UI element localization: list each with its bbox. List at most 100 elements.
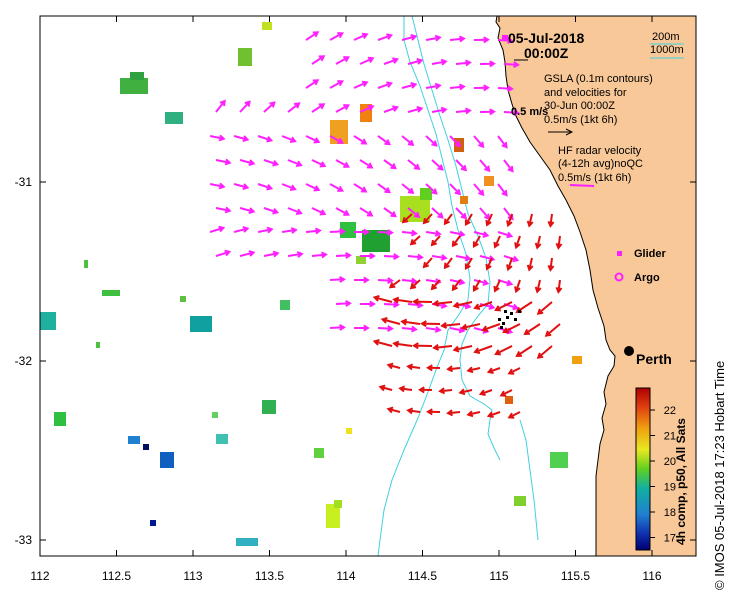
colorbar-title: 4h comp, p50, All Sats — [674, 418, 688, 545]
header-date: 05-Jul-2018 — [508, 30, 584, 46]
gsla-arrow — [454, 345, 473, 351]
gsla-arrow — [486, 257, 493, 270]
hf-arrow-head — [290, 227, 298, 234]
gsla-arrow-head — [422, 217, 430, 225]
hf-arrow-head — [218, 225, 226, 233]
hf-arrow-head — [295, 160, 303, 167]
gsla-arrow-head — [507, 368, 515, 375]
gsla-arrow-head — [555, 242, 563, 250]
gsla-arrow — [410, 279, 421, 289]
gsla-arrow-head — [398, 385, 406, 393]
hf-arrow-head — [244, 100, 251, 107]
y-axis: -31 -32 -33 — [15, 175, 696, 547]
hf-arrow — [431, 255, 446, 260]
date-marker — [502, 35, 508, 41]
gsla-arrow — [474, 301, 493, 309]
hf-arrow-head — [289, 136, 297, 143]
gsla-arrow — [528, 257, 533, 270]
hf-arrow-head — [506, 231, 514, 239]
hf-arrow-head — [416, 58, 424, 65]
hf-arrow — [431, 159, 444, 171]
hf-arrow-head — [360, 186, 368, 193]
hf-arrow-head — [248, 250, 256, 257]
hf-arrow — [473, 183, 484, 196]
gsla-arrow — [454, 301, 473, 307]
gsla-arrow — [537, 345, 553, 359]
hf-arrow — [401, 83, 416, 89]
gsla-arrow-head — [426, 408, 433, 416]
hf-arrow — [233, 227, 248, 233]
gsla-arrow-head — [443, 218, 450, 226]
gsla-arrow-head — [534, 242, 542, 250]
hf-arrow-head — [513, 61, 520, 69]
hf-arrow — [425, 36, 440, 41]
hf-arrow-head — [407, 187, 415, 195]
hf-arrow-head — [392, 105, 400, 112]
hf-arrow — [353, 33, 368, 41]
gsla-arrow-head — [486, 411, 494, 418]
hf-arrow — [335, 104, 349, 113]
perth-marker[interactable] — [624, 346, 634, 356]
hf-arrow — [311, 103, 325, 113]
gsla-arrow — [494, 235, 501, 248]
gsla-arrow-head — [443, 262, 450, 270]
hf-arrow-head — [410, 277, 418, 285]
x-tick-label: 113 — [183, 569, 202, 583]
perth-label[interactable]: Perth — [636, 351, 672, 367]
gsla-arrow — [402, 213, 413, 223]
gsla-arrow-head — [486, 367, 494, 374]
hf-arrow-head — [272, 159, 280, 167]
hf-arrow-head — [484, 165, 491, 173]
hf-arrow-head — [458, 35, 466, 43]
gsla-arrow-head — [446, 365, 454, 373]
gsla-arrow — [488, 367, 501, 373]
hf-arrow-head — [440, 58, 448, 66]
gsla-arrow-head — [536, 308, 544, 315]
hf-arrow — [425, 135, 438, 147]
gsla-arrow — [473, 235, 481, 247]
gsla-arrow — [407, 409, 421, 413]
gsla-arrow-head — [526, 220, 534, 228]
header-time: 00:00Z — [524, 45, 569, 61]
gsla-arrow — [508, 411, 521, 419]
hf-arrow — [449, 183, 461, 195]
x-tick-label: 112.5 — [102, 569, 131, 583]
footer-credit: © IMOS 05-Jul-2018 17:23 Hobart Time — [712, 360, 727, 590]
hf-arrow-head — [483, 84, 490, 92]
gsla-arrow-head — [460, 323, 468, 331]
cb-tick-label: 19 — [664, 482, 676, 494]
hf-arrow — [335, 159, 349, 168]
gsla-arrow — [488, 411, 501, 417]
gsla-arrow-head — [372, 295, 380, 302]
hf-arrow — [377, 34, 392, 41]
hf-arrow — [503, 255, 518, 262]
gsla-arrow — [500, 389, 513, 397]
hf-arrow — [305, 31, 319, 41]
gsla-arrow — [528, 213, 533, 226]
gsla-arrow — [444, 213, 453, 225]
hf-arrow-head — [507, 37, 514, 45]
hf-arrow-head — [339, 228, 346, 235]
gsla-arrow-head — [473, 347, 481, 355]
hf-arrow — [335, 254, 351, 257]
hf-arrow — [449, 231, 464, 236]
hf-arrow-head — [363, 228, 370, 236]
gsla-arrow-head — [493, 241, 500, 249]
hf-arrow — [359, 159, 373, 169]
hf-arrow-head — [458, 230, 466, 238]
gsla-arrow — [508, 367, 521, 375]
hf-arrow-head — [416, 106, 424, 113]
gsla-arrow-head — [406, 407, 414, 415]
hf-arrow-head — [384, 187, 391, 194]
gsla-velocity-arrows — [372, 213, 563, 419]
hf-arrow-head — [266, 135, 274, 143]
hf-arrow — [449, 135, 461, 147]
hf-arrow — [335, 56, 349, 65]
hf-arrow-head — [312, 31, 320, 38]
hf-arrow-head — [224, 206, 232, 214]
hf-arrow-head — [343, 161, 350, 168]
gsla-arrow-head — [506, 264, 513, 272]
hf-arrow — [449, 279, 464, 284]
hf-arrow-head — [482, 231, 490, 238]
